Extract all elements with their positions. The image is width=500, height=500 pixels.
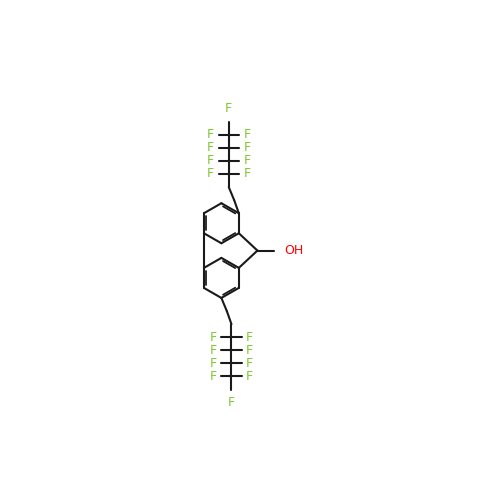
Text: F: F xyxy=(244,128,250,141)
Text: F: F xyxy=(207,142,214,154)
Text: F: F xyxy=(246,370,254,383)
Text: F: F xyxy=(246,330,254,344)
Text: F: F xyxy=(228,396,235,408)
Text: F: F xyxy=(207,154,214,168)
Text: F: F xyxy=(225,102,232,116)
Text: F: F xyxy=(246,344,254,357)
Text: OH: OH xyxy=(284,244,303,257)
Text: F: F xyxy=(207,168,214,180)
Text: F: F xyxy=(244,168,250,180)
Text: F: F xyxy=(244,154,250,168)
Text: F: F xyxy=(244,142,250,154)
Text: F: F xyxy=(210,330,216,344)
Text: F: F xyxy=(210,357,216,370)
Text: F: F xyxy=(246,357,254,370)
Text: F: F xyxy=(210,344,216,357)
Text: F: F xyxy=(207,128,214,141)
Text: F: F xyxy=(210,370,216,383)
